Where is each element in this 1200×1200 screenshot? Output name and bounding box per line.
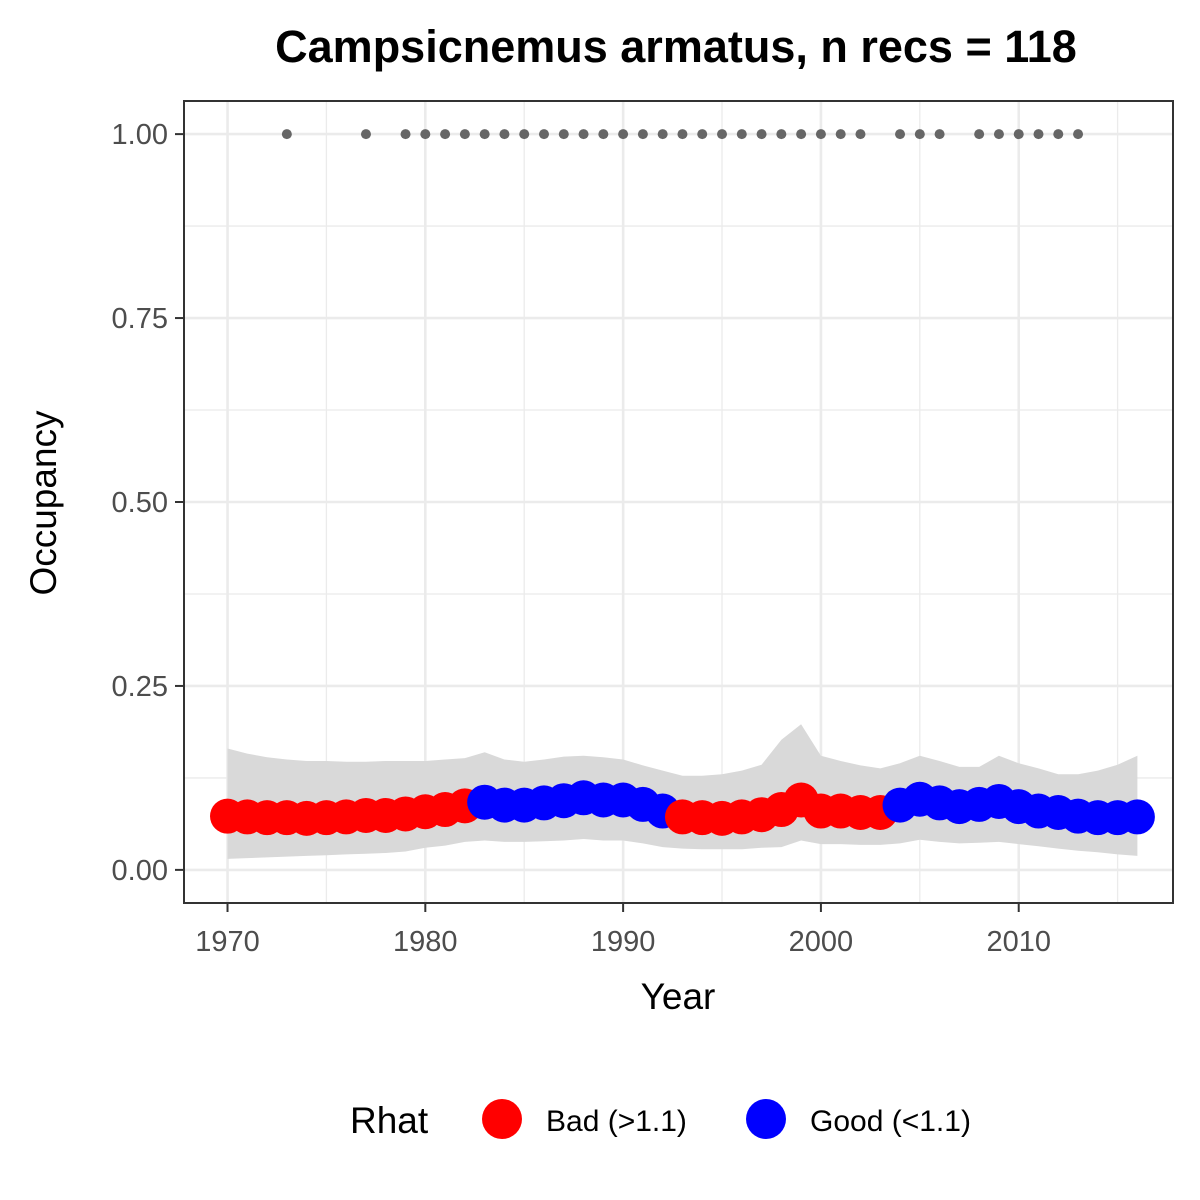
record-point: [934, 129, 945, 140]
legend-key-bad: [482, 1099, 522, 1139]
record-point: [736, 129, 747, 140]
record-point: [519, 129, 530, 140]
x-tick-label: 1970: [195, 926, 260, 958]
legend-key-good: [746, 1099, 786, 1139]
y-axis-title: Occupancy: [23, 410, 64, 596]
x-tick-label: 1990: [591, 926, 656, 958]
legend: Rhat Bad (>1.1) Good (<1.1): [350, 1099, 971, 1141]
occupancy-point-good: [1119, 799, 1155, 835]
record-point: [1073, 129, 1084, 140]
record-point: [974, 129, 985, 140]
ribbon-area: [227, 724, 1138, 859]
record-point: [558, 129, 569, 140]
axes: 0.00 0.25 0.50 0.75 1.00 1970 1980 1990 2000 2010: [112, 119, 1051, 958]
y-tick-label: 0.00: [112, 855, 168, 887]
credible-interval-ribbon: [227, 724, 1138, 859]
record-point: [914, 129, 925, 140]
record-point: [657, 129, 668, 140]
legend-title: Rhat: [350, 1100, 429, 1141]
record-point: [618, 129, 629, 140]
record-point: [499, 129, 510, 140]
record-points: [281, 129, 1084, 140]
x-tick-label: 1980: [393, 926, 458, 958]
record-point: [1033, 129, 1044, 140]
record-point: [697, 129, 708, 140]
record-point: [756, 129, 767, 140]
record-point: [598, 129, 609, 140]
record-point: [815, 129, 826, 140]
record-point: [400, 129, 411, 140]
legend-label-good: Good (<1.1): [810, 1105, 971, 1138]
record-point: [281, 129, 292, 140]
record-point: [1053, 129, 1064, 140]
record-point: [796, 129, 807, 140]
record-point: [420, 129, 431, 140]
occupancy-points: [210, 780, 1155, 836]
record-point: [895, 129, 906, 140]
record-point: [459, 129, 470, 140]
record-point: [1013, 129, 1024, 140]
x-axis-title: Year: [641, 976, 716, 1017]
record-point: [360, 129, 371, 140]
y-tick-label: 0.75: [112, 303, 168, 335]
record-point: [479, 129, 490, 140]
record-point: [538, 129, 549, 140]
record-point: [835, 129, 846, 140]
record-point: [993, 129, 1004, 140]
y-tick-label: 1.00: [112, 119, 168, 151]
record-point: [677, 129, 688, 140]
record-point: [578, 129, 589, 140]
y-tick-label: 0.25: [112, 671, 168, 703]
record-point: [440, 129, 451, 140]
x-tick-label: 2000: [789, 926, 854, 958]
record-point: [637, 129, 648, 140]
x-tick-label: 2010: [986, 926, 1051, 958]
record-point: [776, 129, 787, 140]
chart-title: Campsicnemus armatus, n recs = 118: [275, 21, 1077, 72]
record-point: [717, 129, 728, 140]
legend-label-bad: Bad (>1.1): [546, 1105, 687, 1138]
record-point: [855, 129, 866, 140]
y-tick-label: 0.50: [112, 487, 168, 519]
